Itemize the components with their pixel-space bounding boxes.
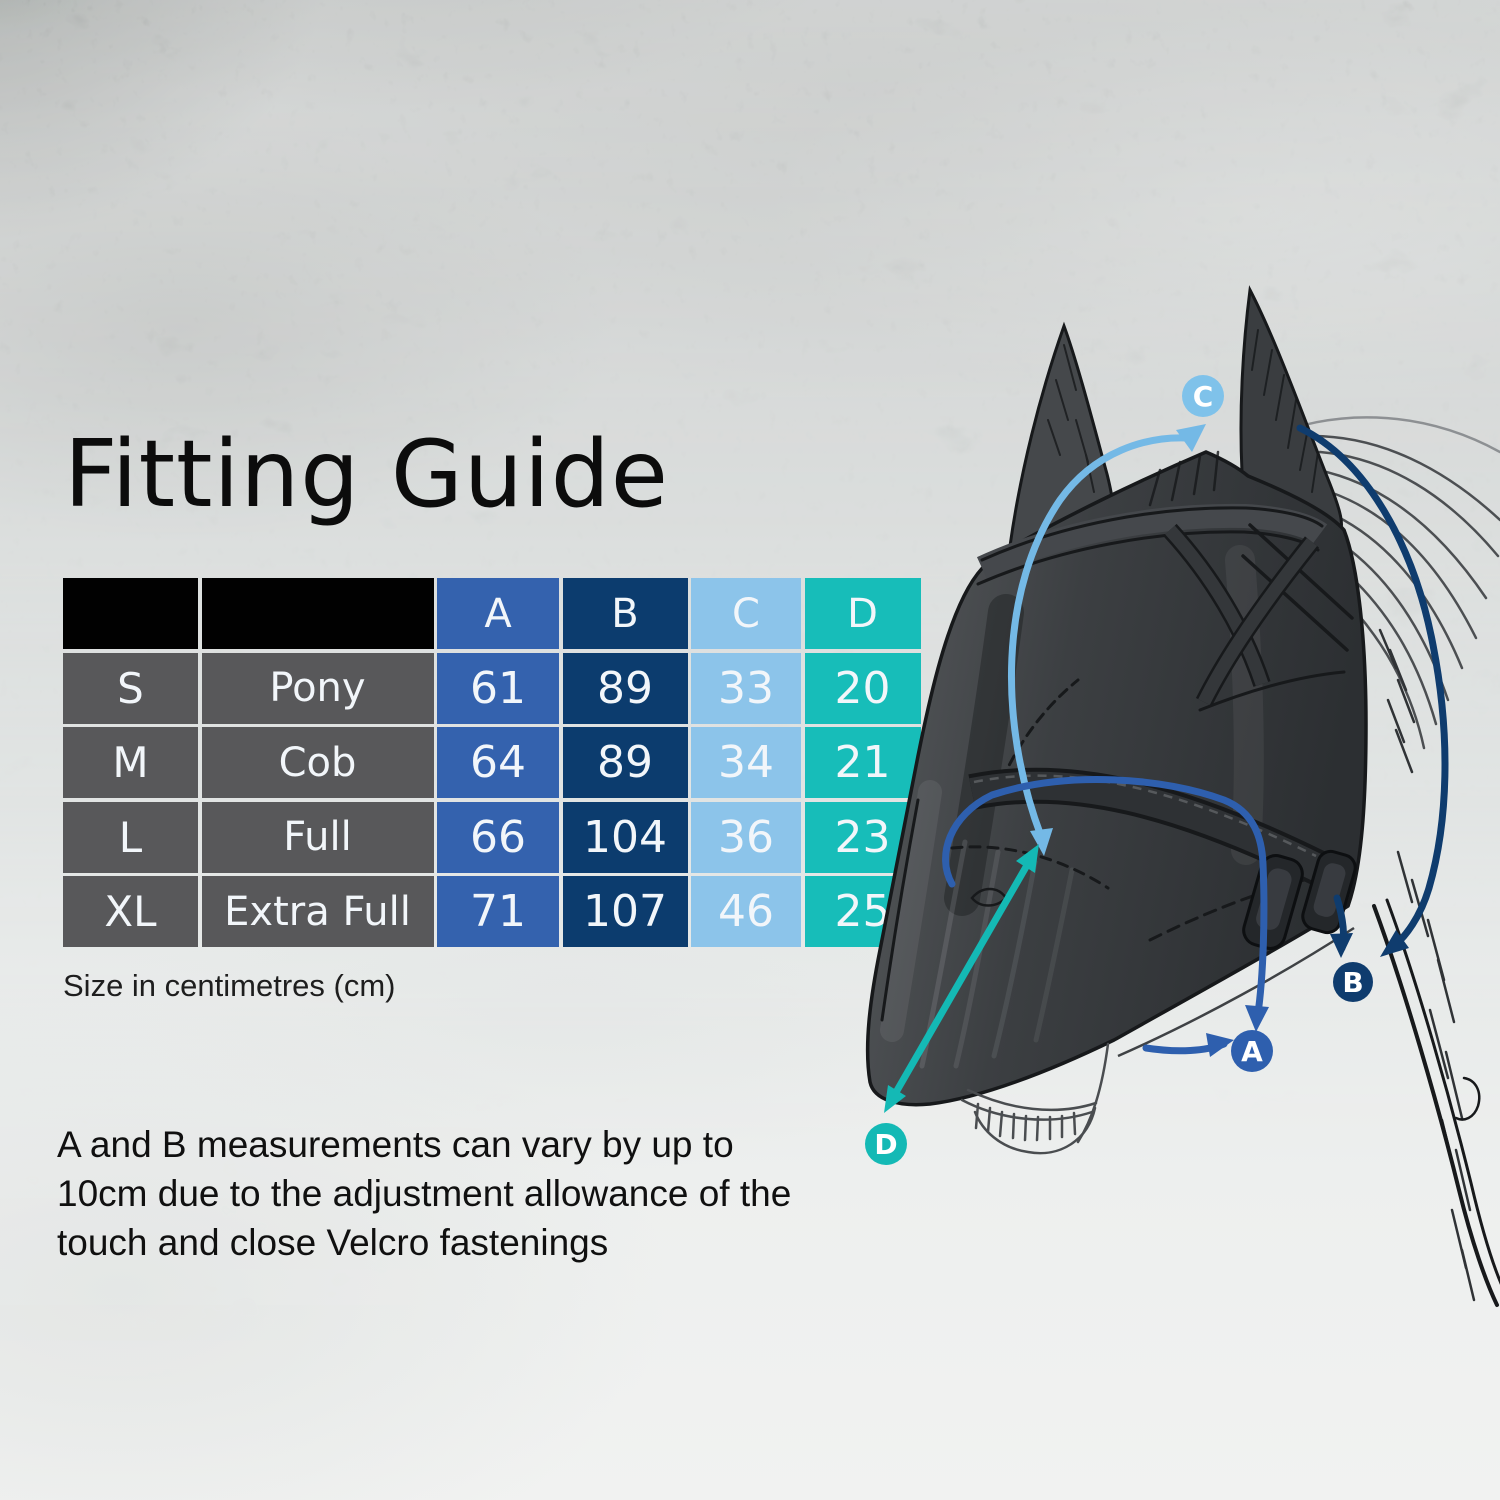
table-cell-a: 66 xyxy=(437,801,559,873)
table-row-size: XL xyxy=(63,876,198,947)
table-cell-d: 20 xyxy=(804,652,921,724)
table-cell-d: 21 xyxy=(804,727,921,798)
mane-sketch xyxy=(1260,416,1500,1302)
table-cell-a: 64 xyxy=(437,727,559,798)
label-b-badge: B xyxy=(1333,962,1373,1002)
table-header-type-blank xyxy=(201,578,434,649)
table-row-type: Full xyxy=(201,801,434,873)
table-row-type: Pony xyxy=(201,652,434,724)
label-a-badge: A xyxy=(1231,1030,1273,1072)
table-row-size: M xyxy=(63,727,198,798)
label-a-text: A xyxy=(1241,1035,1263,1068)
horse-fly-mask-illustration: C D A B xyxy=(865,285,1500,1307)
table-cell-b: 107 xyxy=(562,876,688,947)
measurement-b-arrow xyxy=(1296,424,1449,958)
table-cell-b: 104 xyxy=(562,801,688,873)
measurement-a-arrow xyxy=(942,776,1269,1057)
note-line: touch and close Velcro fastenings xyxy=(57,1222,609,1263)
table-row-type: Extra Full xyxy=(201,876,434,947)
table-cell-b: 89 xyxy=(562,727,688,798)
measurement-d-arrow xyxy=(884,844,1039,1113)
note-line: 10cm due to the adjustment allowance of … xyxy=(57,1173,792,1214)
table-cell-c: 34 xyxy=(691,727,801,798)
table-cell-a: 61 xyxy=(437,652,559,724)
table-cell-c: 36 xyxy=(691,801,801,873)
label-c-text: C xyxy=(1193,380,1214,413)
muzzle-sketch xyxy=(960,1042,1110,1155)
note-paragraph: A and B measurements can vary by up to 1… xyxy=(57,1120,791,1267)
table-row-type: Cob xyxy=(201,727,434,798)
table-header-col-c: C xyxy=(691,578,801,649)
measurement-c-arrow xyxy=(1007,424,1206,856)
page-title: Fitting Guide xyxy=(64,420,669,528)
size-table: A B C D S Pony 61 89 33 20 M Cob 64 89 3… xyxy=(63,578,921,947)
label-c-badge: C xyxy=(1182,375,1224,417)
note-line: A and B measurements can vary by up to xyxy=(57,1124,734,1165)
table-cell-c: 33 xyxy=(691,652,801,724)
table-header-col-a: A xyxy=(437,578,559,649)
label-d-badge: D xyxy=(865,1123,907,1165)
table-caption: Size in centimetres (cm) xyxy=(63,968,396,1003)
label-b-text: B xyxy=(1342,966,1363,999)
table-header-col-d: D xyxy=(804,578,921,649)
table-header-col-b: B xyxy=(562,578,688,649)
label-d-text: D xyxy=(874,1128,897,1161)
table-cell-b: 89 xyxy=(562,652,688,724)
table-cell-a: 71 xyxy=(437,876,559,947)
table-header-size-blank xyxy=(63,578,198,649)
table-cell-c: 46 xyxy=(691,876,801,947)
table-row-size: L xyxy=(63,801,198,873)
lead-rope-sketch xyxy=(1372,898,1500,1307)
table-row-size: S xyxy=(63,652,198,724)
